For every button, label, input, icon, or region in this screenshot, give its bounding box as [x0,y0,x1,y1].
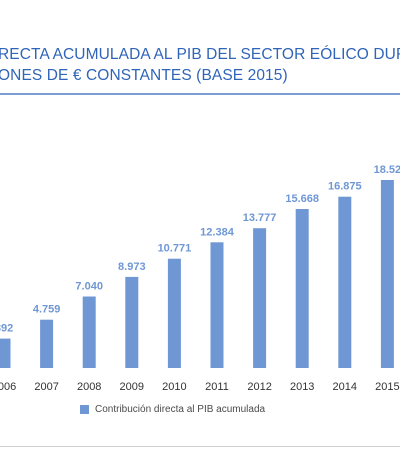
x-tick-label-2010: 2010 [162,381,186,393]
value-label-2012: 13.777 [243,212,277,224]
title-underline [0,93,400,95]
chart-title-line-1: RECTA ACUMULADA AL PIB DEL SECTOR EÓLICO… [0,46,400,63]
chart-title: RECTA ACUMULADA AL PIB DEL SECTOR EÓLICO… [0,0,400,100]
value-label-2009: 8.973 [118,261,146,273]
bar-2007 [40,319,54,368]
x-tick-label-2008: 2008 [77,381,101,393]
bar-2009 [125,276,139,368]
bar-2011 [210,242,224,368]
value-label-2006: 892 [0,323,13,335]
x-tick-label-2013: 2013 [290,381,314,393]
x-tick-label-2012: 2012 [247,381,271,393]
bar-2012 [253,228,267,368]
x-tick-label-2009: 2009 [120,381,144,393]
bar-2010 [167,258,181,368]
value-label-2007: 4.759 [33,304,61,316]
value-label-2010: 10.771 [158,243,192,255]
bottom-divider [0,446,400,447]
value-label-2011: 12.384 [200,226,235,238]
legend: Contribución directa al PIB acumulada [80,404,265,415]
chart-title-line-2: ONES DE € CONSTANTES (BASE 2015) [0,67,288,84]
value-label-2008: 7.040 [75,281,103,293]
bar-2013 [295,209,309,368]
x-tick-label-2011: 2011 [205,381,229,393]
x-tick-label-2007: 2007 [34,381,58,393]
bar-2006 [0,338,11,368]
value-label-2013: 15.668 [285,193,319,205]
value-label-2015: 18.52 [374,164,400,176]
x-tick-label-2015: 2015 [375,381,399,393]
bar-2014 [338,196,352,368]
value-label-2014: 16.875 [328,181,362,193]
legend-label: Contribución directa al PIB acumulada [95,404,266,415]
legend-swatch [80,405,89,414]
bar-2015 [380,180,394,368]
bar-2008 [82,296,96,368]
x-tick-label-2014: 2014 [333,381,357,393]
